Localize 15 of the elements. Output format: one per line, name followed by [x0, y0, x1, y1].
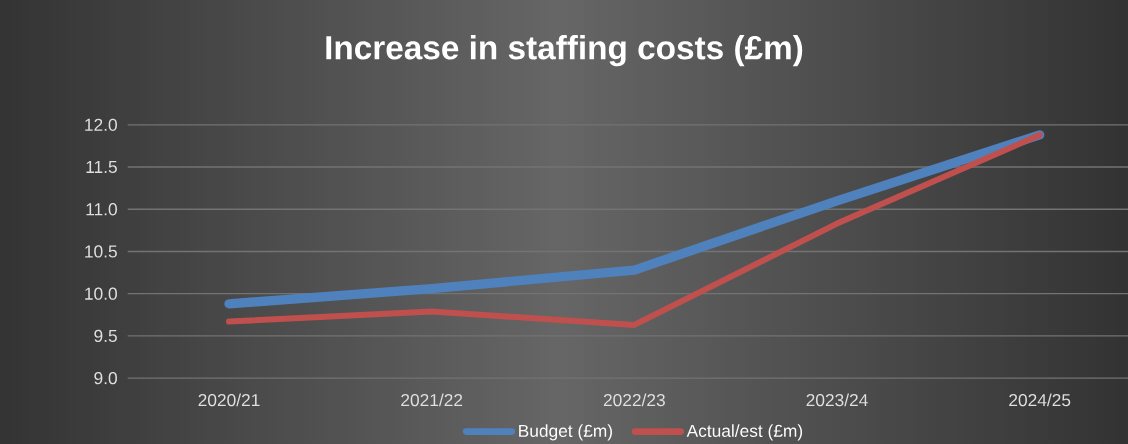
legend-label: Actual/est (£m): [686, 424, 803, 441]
y-tick-label: 9.5: [94, 329, 117, 343]
y-tick-label: 12.0: [85, 118, 117, 131]
chart-title: Increase in staffing costs (£m): [326, 35, 803, 67]
x-tick-label: 2020/21: [198, 393, 260, 407]
legend-label: Budget (£m): [519, 424, 612, 441]
y-tick-label: 10.0: [85, 287, 117, 300]
y-tick-label: 10.5: [85, 245, 117, 258]
y-tick-label: 9.0: [94, 371, 117, 385]
x-tick-label: 2023/24: [806, 393, 868, 407]
x-tick-label: 2024/25: [1009, 393, 1071, 407]
x-tick-label: 2021/22: [401, 393, 463, 407]
y-tick-label: 11.0: [86, 203, 117, 216]
x-tick-label: 2022/23: [603, 393, 665, 407]
y-tick-label: 11.5: [86, 160, 117, 174]
